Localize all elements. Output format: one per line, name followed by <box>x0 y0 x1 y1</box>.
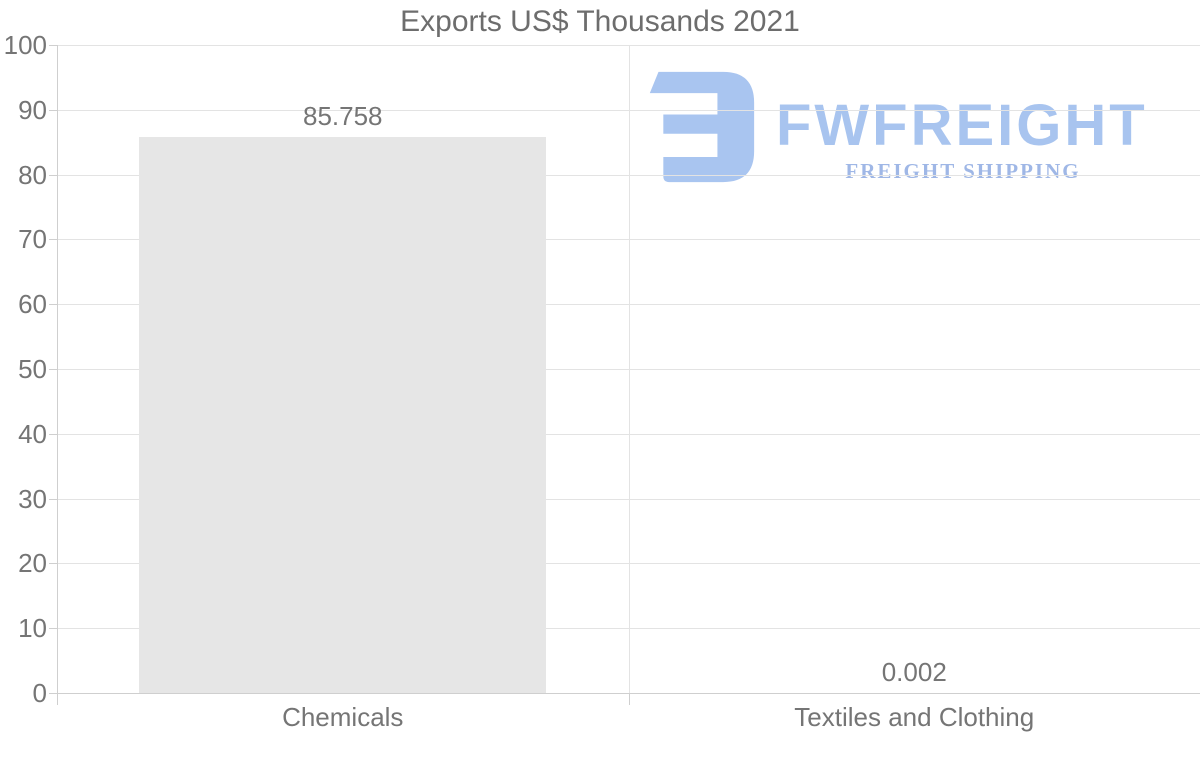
y-tick-mark <box>49 45 57 46</box>
category-label-textiles-and-clothing: Textiles and Clothing <box>794 702 1035 732</box>
y-gridline <box>57 433 1200 435</box>
bar-chemicals <box>139 137 547 693</box>
y-tick-label: 60 <box>18 289 47 320</box>
brand-name: FWFREIGHT <box>776 93 1148 158</box>
chart-title: Exports US$ Thousands 2021 <box>400 5 800 38</box>
y-tick-label: 90 <box>18 94 47 125</box>
y-gridline <box>57 369 1200 370</box>
x-axis-line <box>57 693 1200 694</box>
plot-area: FWFREIGHT FREIGHT SHIPPING 85.758 0.002 <box>57 45 1200 694</box>
y-tick-label: 20 <box>18 548 47 579</box>
y-tick-mark <box>49 693 57 694</box>
y-tick-label: 50 <box>18 354 47 384</box>
bar-value-label-chemicals: 85.758 <box>302 101 383 132</box>
y-gridline <box>57 109 1200 111</box>
y-tick-label: 70 <box>18 224 47 255</box>
y-tick-label: 0 <box>32 678 47 708</box>
y-tick-mark <box>49 109 57 111</box>
y-tick-label: 10 <box>18 613 47 644</box>
y-tick-mark <box>49 369 57 370</box>
y-tick-mark <box>49 433 57 435</box>
y-gridline <box>57 174 1200 176</box>
y-gridline <box>57 563 1200 565</box>
category-boundary-gridline <box>629 45 630 693</box>
y-tick-mark <box>49 239 57 241</box>
category-label-chemicals: Chemicals <box>282 702 404 732</box>
y-gridline <box>57 628 1200 630</box>
y-tick-label: 100 <box>3 30 47 60</box>
y-tick-mark <box>49 563 57 565</box>
y-tick-label: 30 <box>18 483 47 514</box>
y-tick-mark <box>49 304 57 306</box>
fwfreight-logomark-icon <box>649 71 755 183</box>
x-tick-mark <box>629 693 630 705</box>
y-tick-mark <box>49 628 57 630</box>
y-gridline <box>57 498 1200 500</box>
y-gridline <box>57 239 1200 241</box>
brand-watermark: FWFREIGHT FREIGHT SHIPPING <box>57 45 1200 693</box>
bar-value-label-textiles-and-clothing: 0.002 <box>881 657 947 687</box>
brand-tagline: FREIGHT SHIPPING <box>845 159 1081 183</box>
y-gridline <box>57 304 1200 306</box>
y-tick-label: 40 <box>18 418 47 449</box>
y-tick-mark <box>49 174 57 176</box>
y-tick-mark <box>49 498 57 500</box>
y-gridline <box>57 45 1200 46</box>
y-tick-label: 80 <box>18 159 47 190</box>
y-axis-line <box>57 45 58 705</box>
